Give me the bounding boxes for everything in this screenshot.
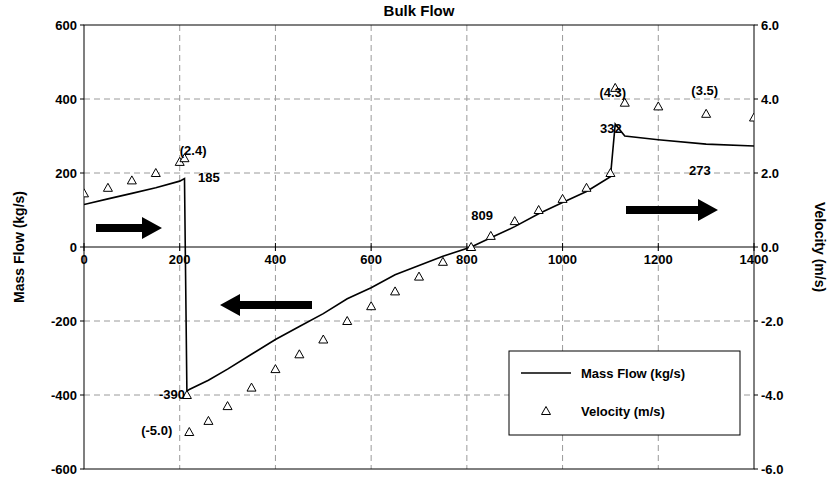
x-tick-label: 400 bbox=[265, 252, 287, 267]
y2-tick bbox=[754, 247, 758, 248]
series-marker bbox=[582, 183, 591, 191]
x-grid-line bbox=[466, 25, 467, 469]
series-marker bbox=[606, 169, 615, 177]
x-grid-line bbox=[371, 25, 372, 469]
legend-line bbox=[521, 372, 571, 374]
x-grid-line bbox=[275, 25, 276, 469]
annotation: (4.3) bbox=[599, 85, 626, 100]
y2-tick-label: 4.0 bbox=[761, 92, 779, 107]
y-tick bbox=[80, 321, 84, 322]
y2-tick bbox=[754, 469, 758, 470]
x-tick-label: 1000 bbox=[548, 252, 577, 267]
x-tick-label: 0 bbox=[80, 252, 87, 267]
series-marker bbox=[750, 113, 755, 121]
y2-tick-label: -6.0 bbox=[761, 462, 783, 477]
series-marker bbox=[295, 350, 304, 358]
annotation: (-5.0) bbox=[141, 423, 172, 438]
x-tick bbox=[562, 243, 563, 251]
series-marker bbox=[391, 287, 400, 295]
series-marker bbox=[319, 335, 328, 343]
x-tick-label: 800 bbox=[456, 252, 478, 267]
y-tick-label: 400 bbox=[55, 92, 77, 107]
x-tick bbox=[371, 243, 372, 251]
series-marker bbox=[486, 231, 495, 239]
x-tick-label: 200 bbox=[169, 252, 191, 267]
y2-tick-label: -4.0 bbox=[761, 388, 783, 403]
series-marker bbox=[247, 383, 256, 391]
annotation: 809 bbox=[471, 208, 493, 223]
chart: 0200400600800100012001400-600-400-200020… bbox=[0, 0, 828, 486]
series-marker bbox=[558, 194, 567, 202]
series-marker bbox=[127, 176, 136, 184]
series-marker bbox=[185, 428, 194, 436]
x-tick bbox=[658, 243, 659, 251]
x-tick-label: 1200 bbox=[644, 252, 673, 267]
plot-frame bbox=[84, 25, 754, 469]
series-marker bbox=[343, 317, 352, 325]
y-tick bbox=[80, 469, 84, 470]
y-tick-label: 600 bbox=[55, 18, 77, 33]
data-group bbox=[84, 83, 754, 435]
series-marker bbox=[151, 169, 160, 177]
annotation: (2.4) bbox=[180, 143, 207, 158]
legend-label: Mass Flow (kg/s) bbox=[581, 366, 685, 381]
y-tick-label: -600 bbox=[51, 462, 77, 477]
legend-marker bbox=[542, 407, 551, 415]
y-tick-label: 200 bbox=[55, 166, 77, 181]
flow-arrow bbox=[626, 199, 718, 221]
series-marker bbox=[367, 302, 376, 310]
y-axis-label: Mass Flow (kg/s) bbox=[11, 191, 27, 303]
y2-tick bbox=[754, 321, 758, 322]
y-tick bbox=[80, 247, 84, 248]
y-tick-label: -200 bbox=[51, 314, 77, 329]
y-grid-line bbox=[84, 173, 754, 174]
annotation: 332 bbox=[600, 121, 622, 136]
y2-tick-label: 0.0 bbox=[761, 240, 779, 255]
y-tick bbox=[80, 99, 84, 100]
annotation: 273 bbox=[689, 163, 711, 178]
y-tick bbox=[80, 395, 84, 396]
series-marker bbox=[510, 217, 519, 225]
y2-tick-label: 6.0 bbox=[761, 18, 779, 33]
y-grid-line bbox=[84, 321, 754, 322]
annotation: (3.5) bbox=[691, 83, 718, 98]
y-grid-line bbox=[84, 99, 754, 100]
annotation: 185 bbox=[198, 170, 220, 185]
legend-label: Velocity (m/s) bbox=[581, 404, 665, 419]
y2-tick-label: 2.0 bbox=[761, 166, 779, 181]
y2-tick bbox=[754, 25, 758, 26]
x-grid-line bbox=[179, 25, 180, 469]
x-tick-label: 600 bbox=[360, 252, 382, 267]
series-marker bbox=[702, 109, 711, 117]
series-marker bbox=[438, 257, 447, 265]
y2-tick bbox=[754, 99, 758, 100]
series-marker bbox=[534, 206, 543, 214]
y-tick bbox=[80, 25, 84, 26]
y2-tick bbox=[754, 173, 758, 174]
y2-axis-label: Velocity (m/s) bbox=[812, 202, 828, 292]
y2-tick bbox=[754, 395, 758, 396]
series-marker bbox=[415, 272, 424, 280]
y2-tick-label: -2.0 bbox=[761, 314, 783, 329]
x-tick bbox=[275, 243, 276, 251]
series-marker bbox=[204, 416, 213, 424]
y-tick bbox=[80, 173, 84, 174]
x-tick bbox=[179, 243, 180, 251]
chart-title: Bulk Flow bbox=[384, 2, 455, 19]
series-marker bbox=[84, 189, 89, 197]
series-marker bbox=[223, 402, 232, 410]
flow-arrow bbox=[96, 217, 162, 239]
y-tick-label: 0 bbox=[70, 240, 77, 255]
y-tick-label: -400 bbox=[51, 388, 77, 403]
series-marker bbox=[654, 102, 663, 110]
flow-arrow bbox=[220, 294, 312, 316]
series-marker bbox=[271, 365, 280, 373]
annotation: -390 bbox=[159, 387, 185, 402]
series-marker bbox=[103, 183, 112, 191]
series-marker bbox=[467, 243, 476, 251]
legend-box bbox=[509, 351, 740, 435]
